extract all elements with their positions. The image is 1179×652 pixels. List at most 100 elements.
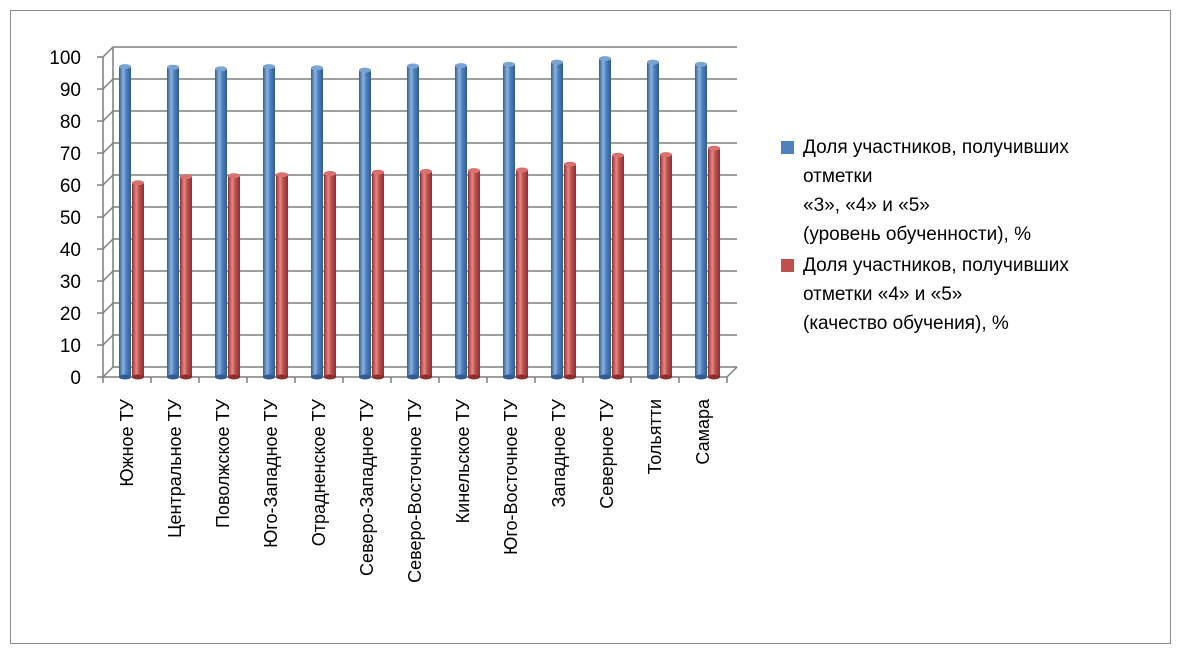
x-category-label: Западное ТУ: [549, 398, 569, 507]
bar-body: [695, 64, 707, 378]
bar-blue: [215, 66, 227, 380]
bar-red: [708, 145, 720, 380]
bar-base: [695, 374, 707, 380]
bar-top: [324, 170, 336, 176]
gridline-depth: [102, 334, 114, 346]
gridline-depth: [102, 110, 114, 122]
bar-red: [564, 161, 576, 380]
bar-top: [167, 64, 179, 70]
bar-red: [132, 180, 144, 380]
bar-blue: [359, 67, 371, 380]
y-tick-label: 100: [49, 48, 81, 69]
x-category-label: Южное ТУ: [117, 398, 137, 486]
bar-blue: [455, 63, 467, 380]
x-category-label: Юго-Восточное ТУ: [501, 398, 521, 554]
x-category-label: Самара: [693, 398, 713, 465]
legend-swatch-red: [781, 259, 794, 272]
gridline-depth: [102, 78, 114, 90]
bar-body: [503, 64, 515, 378]
bar-top: [372, 169, 384, 175]
bar-base: [372, 374, 384, 380]
bar-top: [119, 64, 131, 70]
gridline-depth: [102, 46, 114, 58]
bar-top: [215, 66, 227, 72]
x-category-label: Кинельское ТУ: [453, 398, 473, 523]
bar-blue: [311, 65, 323, 380]
bar-base: [167, 374, 179, 380]
x-category-label: Юго-Западное ТУ: [261, 398, 281, 547]
bar-body: [564, 164, 576, 377]
bar-top: [359, 67, 371, 73]
bar-red: [612, 152, 624, 380]
bar-base: [660, 374, 672, 380]
y-tick-label: 60: [60, 176, 81, 197]
legend-text-line: (уровень обученности), %: [803, 224, 1032, 245]
bar-red: [660, 152, 672, 380]
bar-blue: [263, 64, 275, 380]
bar-body: [311, 67, 323, 377]
bar-body: [119, 66, 131, 377]
bar-base: [612, 374, 624, 380]
bar-top: [551, 59, 563, 65]
bar-top: [228, 173, 240, 179]
bar-body: [167, 67, 179, 378]
bar-base: [551, 374, 563, 380]
bar-top: [599, 56, 611, 62]
y-tick-label: 30: [60, 272, 81, 293]
y-tick-label: 20: [60, 304, 81, 325]
bar-red: [468, 168, 480, 380]
chart-frame: [10, 10, 1171, 644]
bar-blue: [695, 61, 707, 380]
bar-body: [132, 182, 144, 377]
bar-base: [276, 374, 288, 380]
bar-base: [647, 374, 659, 380]
bar-top: [180, 174, 192, 180]
bar-body: [228, 175, 240, 377]
gridline-depth: [102, 206, 114, 218]
bar-body: [324, 173, 336, 377]
gridline-depth: [102, 302, 114, 314]
bar-base: [708, 374, 720, 380]
bar-top: [708, 145, 720, 151]
bar-base: [455, 374, 467, 380]
bar-body: [660, 154, 672, 377]
bar-base: [599, 374, 611, 380]
bar-body: [407, 65, 419, 378]
y-tick-label: 80: [60, 112, 81, 133]
bar-blue: [599, 56, 611, 380]
bar-top: [612, 152, 624, 158]
bar-blue: [167, 64, 179, 380]
bar-blue: [503, 61, 515, 380]
bar-blue: [407, 63, 419, 380]
bar-top: [516, 167, 528, 173]
bar-top: [132, 180, 144, 186]
bar-body: [455, 65, 467, 377]
legend-text-line: Доля участников, получивших: [803, 255, 1069, 276]
legend-swatch-blue: [781, 141, 794, 154]
bar-red: [180, 174, 192, 380]
bar-base: [503, 374, 515, 380]
gridline-depth: [102, 238, 114, 250]
y-tick-label: 70: [60, 144, 81, 165]
bar-base: [180, 374, 192, 380]
bar-red: [516, 167, 528, 380]
legend: Доля участников, получивших отметки «3»,…: [781, 133, 1161, 340]
bar-red: [372, 169, 384, 380]
bar-body: [468, 170, 480, 377]
bar-body: [516, 169, 528, 377]
y-tick-label: 40: [60, 240, 81, 261]
bar-body: [647, 62, 659, 378]
bar-blue: [551, 59, 563, 380]
floor-edge: [726, 366, 738, 378]
bar-body: [372, 172, 384, 377]
x-category-label: Тольятти: [645, 399, 665, 474]
bar-top: [263, 64, 275, 70]
gridline-depth: [102, 270, 114, 282]
x-category-label: Северо-Восточное ТУ: [405, 398, 425, 582]
bar-body: [180, 176, 192, 377]
bar-top: [660, 152, 672, 158]
bar-top: [311, 65, 323, 71]
bar-red: [228, 173, 240, 380]
bar-base: [516, 374, 528, 380]
